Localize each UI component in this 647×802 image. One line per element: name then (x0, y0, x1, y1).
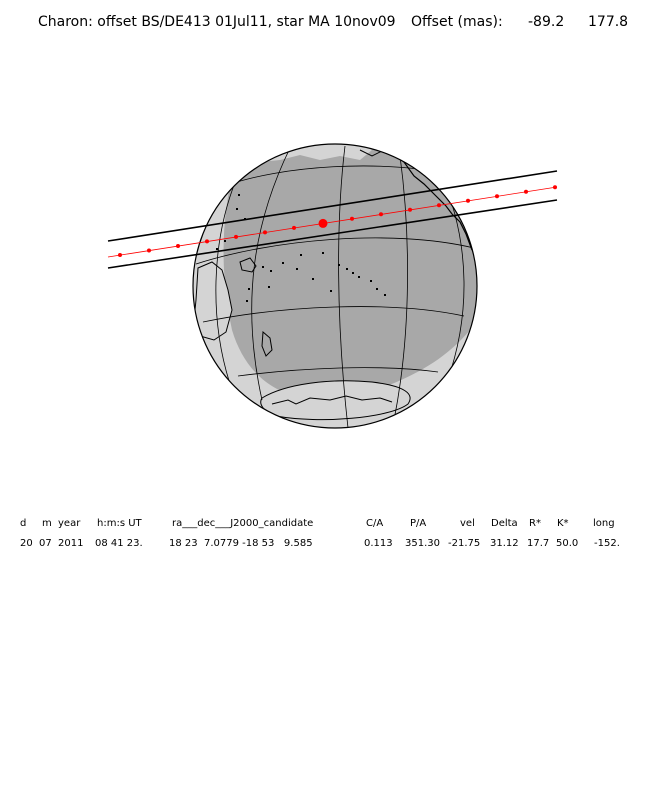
offset-label: Offset (mas): (411, 14, 503, 30)
offset-y-value: 177.8 (588, 14, 629, 30)
value-ca: 0.113 (364, 538, 393, 549)
col-header-month: m (42, 518, 52, 529)
shadow-north-limit (107, 170, 558, 242)
plot-header: Charon: offset BS/DE413 01Jul11, star MA… (38, 14, 638, 34)
track-dot (176, 244, 180, 248)
track-dot (118, 253, 122, 257)
value-long: -152. (594, 538, 620, 549)
track-dot (553, 185, 557, 190)
track-dot (524, 189, 528, 194)
track-dot (147, 248, 151, 253)
track-dot (292, 225, 296, 230)
meridian-lines (215, 145, 465, 428)
value-pa: 351.30 (405, 538, 440, 549)
new-zealand-coast (261, 330, 273, 357)
terminator-north (250, 144, 372, 162)
centre-track-dots (118, 185, 557, 257)
col-header-day: d (20, 518, 27, 529)
value-day: 20 (20, 538, 33, 549)
antarctica-coast (271, 395, 393, 405)
value-month: 07 (39, 538, 52, 549)
value-vel: -21.75 (448, 538, 481, 549)
track-dot (205, 239, 209, 244)
value-kstar: 50.0 (556, 538, 579, 549)
closest-approach-dot (318, 218, 328, 228)
track-dot (437, 203, 441, 208)
track-dot (234, 234, 238, 239)
track-dot (408, 207, 412, 212)
col-header-year: year (58, 518, 81, 529)
col-header-delta: Delta (491, 518, 518, 529)
value-radec: 18 23 7.0779 -18 53 9.585 (169, 538, 313, 549)
col-header-time: h:m:s UT (97, 518, 142, 529)
plot-title: Charon: offset BS/DE413 01Jul11, star MA… (38, 14, 396, 30)
offset-x-value: -89.2 (528, 14, 565, 30)
value-year: 2011 (58, 538, 84, 549)
value-time: 08 41 23. (95, 538, 143, 549)
shadow-south-limit (107, 199, 558, 269)
track-dot (350, 216, 354, 221)
americas-coast (391, 151, 473, 251)
value-delta: 31.12 (490, 538, 519, 549)
track-dot (379, 212, 383, 217)
col-header-kstar: K* (557, 518, 569, 529)
centre-track-line (107, 186, 558, 258)
col-header-ca: C/A (366, 518, 384, 529)
col-header-rstar: R* (529, 518, 541, 529)
globe-outline (192, 143, 478, 429)
occultation-map (107, 143, 558, 429)
col-header-pa: P/A (410, 518, 427, 529)
track-dot (466, 198, 470, 203)
col-header-radec: ra___dec___J2000_candidate (172, 518, 314, 529)
event-table: d m year h:m:s UT ra___dec___J2000_candi… (0, 516, 647, 560)
track-dot (495, 194, 499, 199)
value-rstar: 17.7 (527, 538, 550, 549)
track-dot (263, 230, 267, 235)
col-header-vel: vel (460, 518, 475, 529)
col-header-long: long (593, 518, 615, 529)
